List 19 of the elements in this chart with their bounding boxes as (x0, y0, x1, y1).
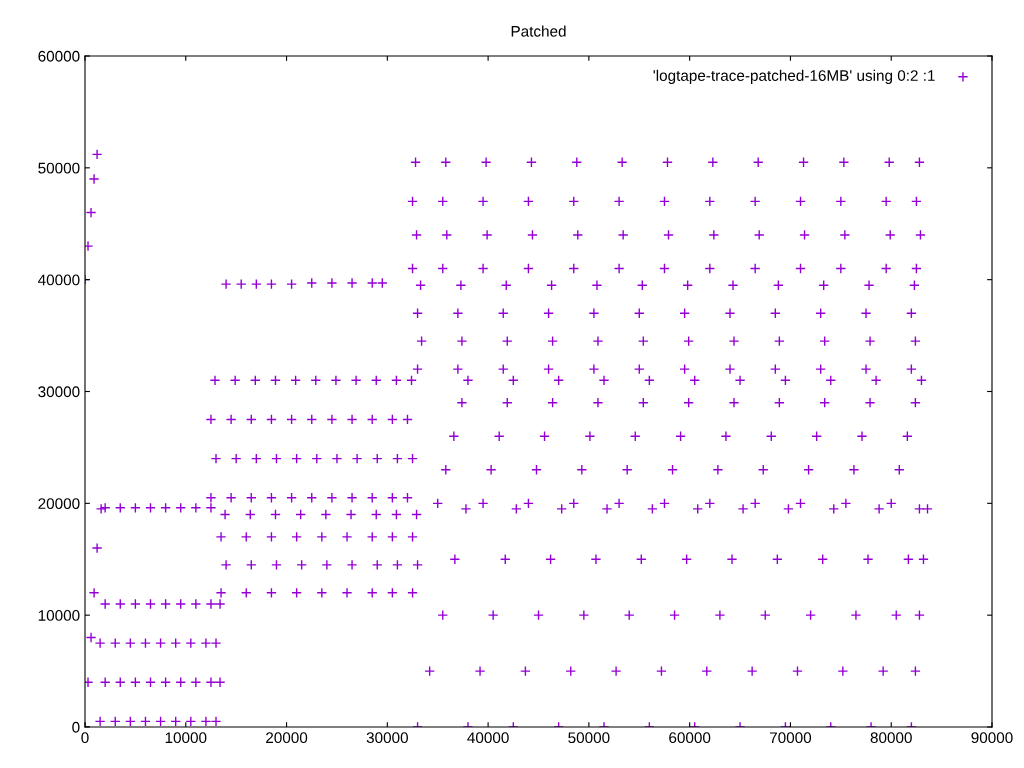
y-tick-label: 40000 (38, 274, 80, 286)
x-tick-label: 70000 (769, 732, 812, 744)
legend-label: 'logtape-trace-patched-16MB' using 0:2 :1 (653, 69, 935, 84)
y-tick-label: 10000 (38, 610, 80, 621)
x-tick-label: 90000 (971, 732, 1013, 744)
x-tick-label: 60000 (669, 732, 711, 744)
x-tick-label: 80000 (870, 732, 912, 744)
x-tick-label: 0 (81, 732, 89, 744)
x-tick-label: 50000 (568, 732, 610, 744)
y-tick-label: 20000 (38, 498, 80, 510)
y-tick-label: 0 (72, 721, 80, 733)
x-tick-label: 30000 (366, 732, 408, 744)
chart-title: Patched (511, 25, 566, 37)
x-tick-label: 10000 (165, 732, 207, 744)
y-tick-label: 60000 (38, 50, 80, 62)
y-tick-label: 30000 (38, 386, 80, 398)
x-tick-label: 40000 (467, 732, 509, 744)
x-tick-label: 20000 (266, 732, 308, 744)
y-tick-label: 50000 (38, 162, 80, 174)
